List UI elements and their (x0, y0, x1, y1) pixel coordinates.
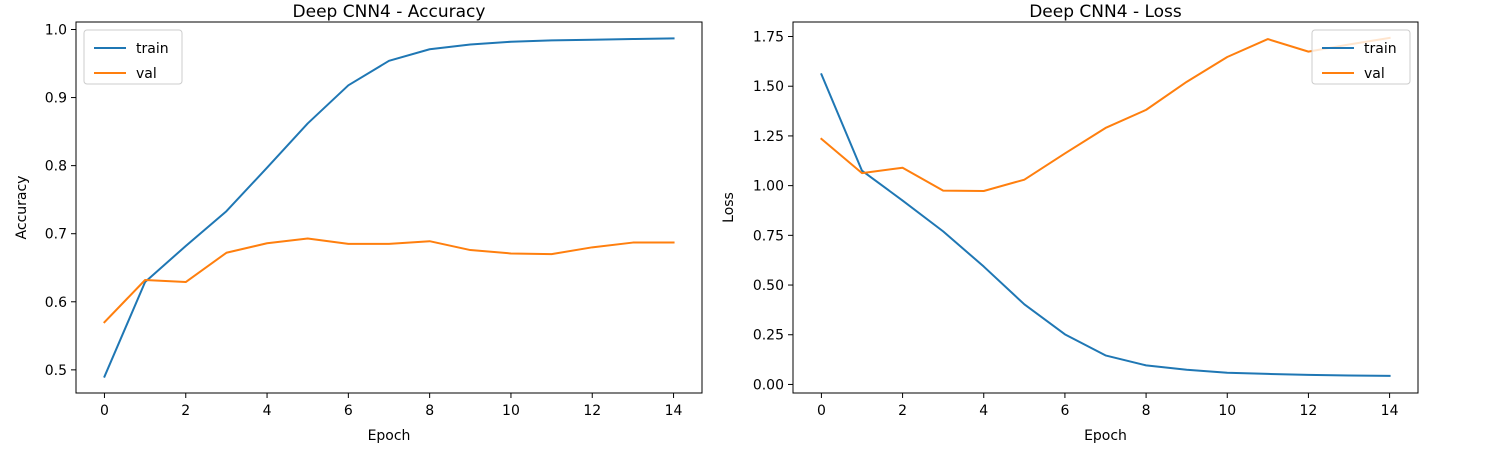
x-axis-label: Epoch (368, 428, 411, 444)
series-line-train (103, 37, 675, 378)
chart-title: Deep CNN4 - Accuracy (293, 2, 486, 22)
x-tick-label: 6 (1060, 403, 1069, 419)
series-line-val (103, 237, 675, 324)
accuracy-chart: Deep CNN4 - Accuracy 0 2 4 6 8 10 12 14 0.5 0.6 0.7… (14, 2, 703, 444)
y-tick-label: 1.75 (753, 30, 784, 46)
y-tick-label: 0.25 (753, 328, 784, 344)
legend-box (83, 29, 183, 85)
x-axis-label: Epoch (1084, 428, 1127, 444)
y-axis-label: Loss (721, 192, 737, 223)
x-tick-label: 2 (898, 403, 907, 419)
y-tick-label: 1.00 (753, 179, 784, 195)
y-tick-label: 0.5 (45, 363, 67, 379)
y-tick-label: 1.50 (753, 79, 784, 95)
y-tick-label: 1.0 (45, 22, 67, 38)
axes-frame (792, 21, 1419, 394)
legend-label-val: val (136, 66, 157, 82)
x-tick-label: 14 (1381, 403, 1399, 419)
y-tick-label: 0.75 (753, 228, 784, 244)
x-tick-label: 2 (181, 403, 190, 419)
x-tick-label: 6 (344, 403, 353, 419)
y-tick-label: 0.50 (753, 278, 784, 294)
x-tick-label: 10 (1218, 403, 1236, 419)
chart-title: Deep CNN4 - Loss (1029, 2, 1182, 22)
x-tick-label: 14 (665, 403, 683, 419)
x-tick-label: 12 (1300, 403, 1318, 419)
loss-chart: Deep CNN4 - Loss 0 2 4 6 8 10 12 14 0.00 0.25 0.50 0… (721, 2, 1419, 444)
series-line-val (820, 36, 1391, 192)
axes-frame (75, 21, 703, 394)
x-tick-label: 12 (583, 403, 601, 419)
y-tick-label: 0.6 (45, 295, 67, 311)
legend-label-val: val (1364, 66, 1385, 82)
x-tick-label: 4 (979, 403, 988, 419)
x-tick-label: 0 (100, 403, 109, 419)
legend-label-train: train (1364, 41, 1397, 57)
x-tick-label: 8 (425, 403, 434, 419)
x-tick-label: 0 (817, 403, 826, 419)
legend-box (1311, 29, 1411, 85)
y-tick-label: 1.25 (753, 129, 784, 145)
y-axis-label: Accuracy (14, 176, 30, 240)
x-tick-label: 8 (1142, 403, 1151, 419)
x-tick-label: 4 (263, 403, 272, 419)
y-tick-label: 0.9 (45, 91, 67, 107)
series-line-train (820, 72, 1391, 377)
y-tick-label: 0.7 (45, 227, 67, 243)
x-tick-label: 10 (502, 403, 520, 419)
y-tick-label: 0.8 (45, 159, 67, 175)
y-tick-label: 0.00 (753, 377, 784, 393)
legend-label-train: train (136, 41, 169, 57)
